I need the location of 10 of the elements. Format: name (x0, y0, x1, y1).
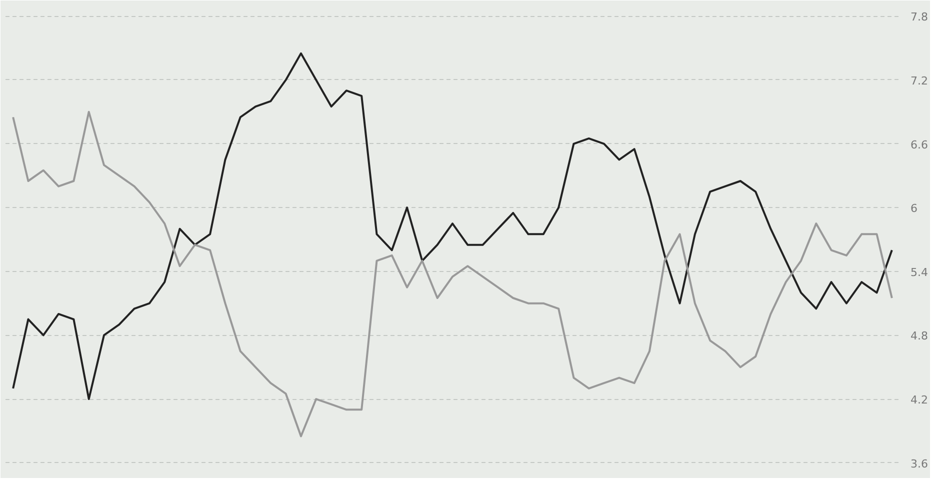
y-tick-label: 3.6 (910, 457, 928, 470)
y-tick-label: 7.2 (910, 74, 928, 88)
y-tick-label: 7.8 (910, 10, 928, 24)
y-tick-label: 6.6 (910, 138, 928, 152)
line-series (12, 52, 893, 400)
y-tick-label: 6 (910, 202, 918, 216)
y-tick-label: 4.2 (910, 394, 928, 407)
line-series (12, 110, 893, 438)
y-tick-label: 5.4 (910, 266, 928, 279)
y-tick-label: 4.8 (910, 330, 928, 343)
